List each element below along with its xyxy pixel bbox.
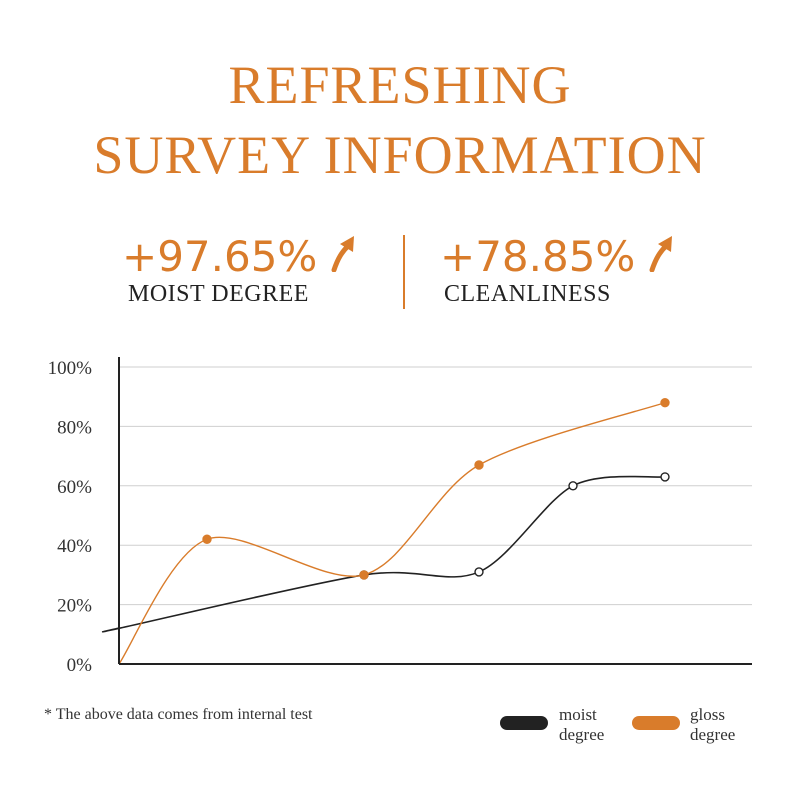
data-point [359, 570, 369, 580]
y-axis-ticks: 0% 20% 40% 60% 80% 100% [48, 358, 93, 676]
series-line-gloss [118, 401, 666, 665]
legend-swatch-gloss [632, 716, 680, 730]
data-point [660, 472, 670, 482]
legend-swatch-moist [500, 716, 548, 730]
moist-stat-value: +97.65% [122, 232, 318, 281]
y-tick-label: 60% [57, 477, 92, 498]
footnote: * The above data comes from internal tes… [44, 706, 313, 723]
moist-stat-label: MOIST DEGREE [128, 281, 309, 307]
data-point [474, 567, 484, 577]
y-tick-label: 80% [57, 417, 92, 438]
stats-divider [403, 235, 405, 309]
y-tick-label: 40% [57, 536, 92, 557]
cleanliness-stat-value: +78.85% [440, 232, 636, 281]
cleanliness-stat-label: CLEANLINESS [444, 281, 611, 307]
data-point [660, 397, 670, 408]
up-arrow-icon [649, 236, 672, 272]
legend-label-moist: moist degree [559, 705, 605, 744]
up-arrow-icon [331, 236, 354, 272]
chart-grid [119, 366, 752, 606]
line-chart: 0% 20% 40% 60% 80% 100% [48, 357, 752, 676]
y-tick-label: 0% [67, 655, 93, 676]
data-point [202, 534, 212, 544]
chart-series [101, 397, 670, 665]
legend-label-gloss: gloss degree [690, 705, 736, 744]
data-point [474, 460, 484, 470]
y-tick-label: 20% [57, 596, 92, 617]
y-tick-label: 100% [48, 358, 93, 379]
data-point [568, 481, 578, 491]
page-title-line1: REFRESHING [228, 55, 572, 115]
page-title-line2: SURVEY INFORMATION [93, 125, 707, 185]
